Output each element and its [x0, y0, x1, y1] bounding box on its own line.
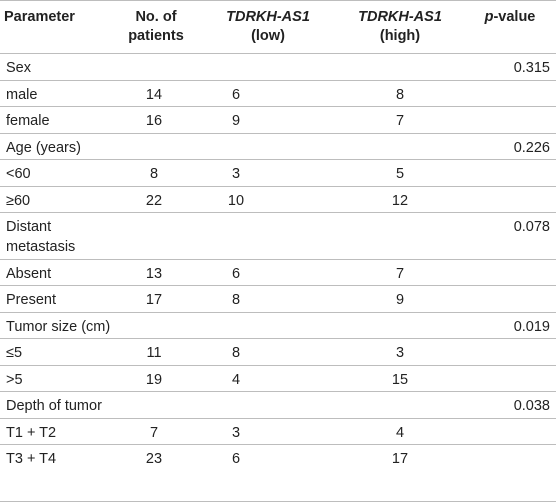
row-high: 15 — [391, 372, 409, 388]
row-patients: 7 — [149, 425, 159, 441]
row-patients: 14 — [145, 87, 163, 103]
row-rule — [0, 418, 556, 419]
row-parameter-line2: metastasis — [6, 239, 76, 255]
row-parameter: T1 + T2 — [6, 425, 57, 441]
row-high: 17 — [391, 451, 409, 467]
row-rule — [0, 106, 556, 107]
row-high: 7 — [395, 266, 405, 282]
row-parameter: >5 — [6, 372, 23, 388]
row-low: 8 — [231, 292, 241, 308]
row-rule — [0, 53, 556, 54]
row-parameter: Absent — [6, 266, 52, 282]
row-rule — [0, 212, 556, 213]
row-pvalue: 0.315 — [513, 60, 550, 76]
row-rule — [0, 391, 556, 392]
row-parameter: Tumor size (cm) — [6, 319, 111, 335]
row-parameter: Distant — [6, 219, 52, 235]
row-high: 3 — [395, 345, 405, 361]
row-rule — [0, 159, 556, 160]
row-parameter: <60 — [6, 166, 31, 182]
row-pvalue: 0.038 — [513, 398, 550, 414]
row-rule — [0, 285, 556, 286]
row-low: 6 — [231, 266, 241, 282]
row-patients: 17 — [145, 292, 163, 308]
row-parameter: Present — [6, 292, 56, 308]
row-parameter: ≥60 — [6, 193, 31, 209]
row-low: 6 — [231, 87, 241, 103]
row-parameter: Sex — [6, 60, 31, 76]
row-low: 10 — [227, 193, 245, 209]
row-parameter: male — [6, 87, 38, 103]
row-pvalue: 0.226 — [513, 140, 550, 156]
row-low: 4 — [231, 372, 241, 388]
row-parameter: Depth of tumor — [6, 398, 102, 414]
row-patients: 11 — [146, 345, 162, 361]
row-patients: 23 — [145, 451, 163, 467]
table-top-rule — [0, 0, 556, 1]
row-patients: 19 — [145, 372, 163, 388]
row-rule — [0, 259, 556, 260]
row-high: 7 — [395, 113, 405, 129]
row-patients: 16 — [145, 113, 163, 129]
row-rule — [0, 312, 556, 313]
row-low: 3 — [231, 166, 241, 182]
header-parameter: Parameter — [4, 9, 75, 25]
row-parameter: T3 + T4 — [6, 451, 57, 467]
row-high: 5 — [395, 166, 405, 182]
header-pvalue: p-value — [484, 9, 536, 25]
row-rule — [0, 133, 556, 134]
header-low: TDRKH-AS1 (low) — [226, 9, 310, 44]
row-low: 6 — [231, 451, 241, 467]
row-patients: 8 — [149, 166, 159, 182]
row-parameter: female — [6, 113, 50, 129]
row-patients: 13 — [145, 266, 163, 282]
row-rule — [0, 80, 556, 81]
row-patients: 22 — [145, 193, 163, 209]
row-low: 9 — [231, 113, 241, 129]
row-parameter: ≤5 — [6, 345, 23, 361]
row-rule — [0, 365, 556, 366]
row-high: 9 — [395, 292, 405, 308]
row-high: 4 — [395, 425, 405, 441]
row-rule — [0, 444, 556, 445]
row-low: 3 — [231, 425, 241, 441]
row-high: 8 — [395, 87, 405, 103]
header-patients: No. of patients — [128, 9, 184, 44]
row-rule — [0, 186, 556, 187]
row-pvalue: 0.019 — [513, 319, 550, 335]
row-rule — [0, 338, 556, 339]
header-high: TDRKH-AS1 (high) — [358, 9, 442, 44]
row-parameter: Age (years) — [6, 140, 81, 156]
row-high: 12 — [391, 193, 409, 209]
row-low: 8 — [231, 345, 241, 361]
row-pvalue: 0.078 — [513, 219, 550, 235]
